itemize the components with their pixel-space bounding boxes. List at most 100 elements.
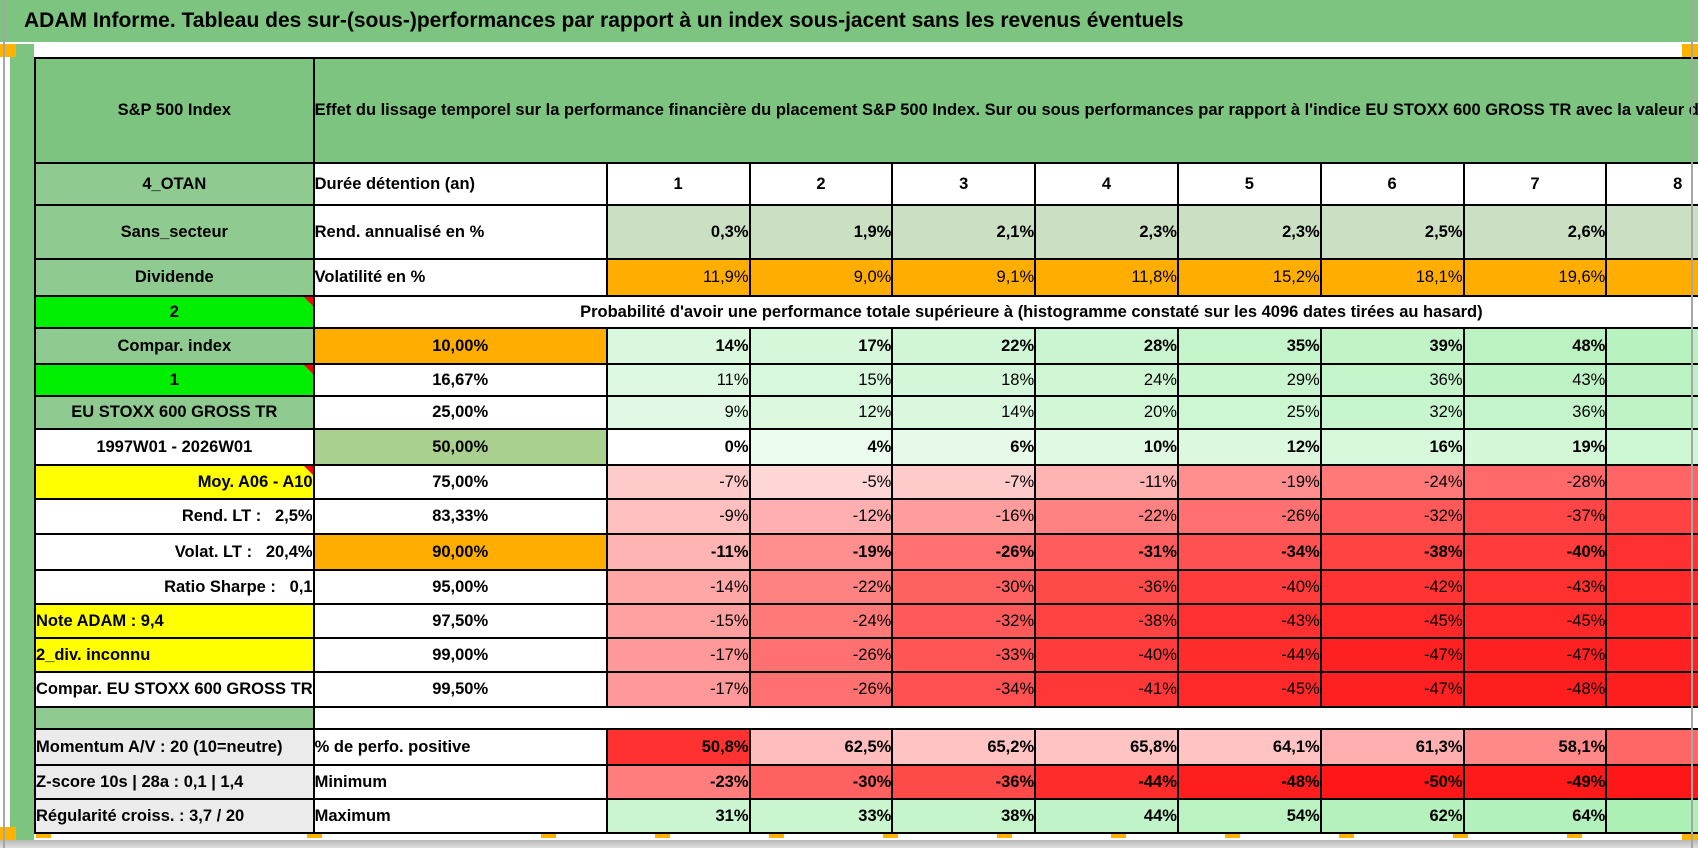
data-cell[interactable]: 32% [1319, 395, 1465, 430]
data-cell[interactable]: 41% [1605, 395, 1698, 430]
data-cell[interactable]: -26% [748, 637, 894, 673]
data-cell[interactable]: 35% [1176, 327, 1322, 365]
data-cell[interactable]: 43% [1462, 363, 1608, 397]
data-cell[interactable]: -50% [1605, 764, 1698, 800]
data-cell[interactable]: -9% [605, 498, 751, 535]
data-cell[interactable]: 62,5% [748, 728, 894, 766]
data-cell[interactable]: -30% [891, 569, 1037, 605]
data-cell[interactable]: -22% [748, 569, 894, 605]
data-cell[interactable]: 9,0% [748, 258, 894, 297]
data-cell[interactable]: 2,3% [1034, 204, 1179, 260]
data-cell[interactable]: -17% [605, 637, 751, 673]
data-cell[interactable]: 54% [1176, 798, 1322, 834]
data-cell[interactable]: -24% [748, 603, 894, 639]
data-cell[interactable]: -26% [891, 533, 1037, 571]
data-cell[interactable]: -29% [1605, 464, 1698, 500]
data-cell[interactable]: -49% [1462, 764, 1608, 800]
data-cell[interactable]: -32% [891, 603, 1037, 639]
data-cell[interactable]: -31% [1034, 533, 1179, 571]
data-cell[interactable]: 31% [605, 798, 751, 834]
data-cell[interactable]: 2 [748, 162, 894, 206]
row-label-cell[interactable]: 4_OTAN [34, 162, 315, 206]
col2-cell[interactable]: Rend. annualisé en % [312, 204, 608, 260]
data-cell[interactable]: -47% [1462, 637, 1608, 673]
data-cell[interactable]: -47% [1319, 637, 1465, 673]
data-cell[interactable]: 0% [605, 428, 751, 466]
row-label-cell[interactable]: EU STOXX 600 GROSS TR [34, 395, 315, 430]
data-cell[interactable]: 10% [1034, 428, 1179, 466]
data-cell[interactable]: -43% [1176, 603, 1322, 639]
data-cell[interactable]: 25% [1605, 428, 1698, 466]
data-cell[interactable]: -19% [1176, 464, 1322, 500]
col2-cell[interactable]: 75,00% [312, 464, 608, 500]
row-label-cell[interactable]: Ratio Sharpe : 0,1 [34, 569, 315, 605]
data-cell[interactable]: 6% [891, 428, 1037, 466]
data-cell[interactable]: -28% [1462, 464, 1608, 500]
description-cell[interactable]: Effet du lissage temporel sur la perform… [312, 57, 1698, 164]
data-cell[interactable]: 16% [1319, 428, 1465, 466]
data-cell[interactable]: 20% [1034, 395, 1179, 430]
data-cell[interactable]: 14% [605, 327, 751, 365]
row-label-cell[interactable]: Dividende [34, 258, 315, 297]
data-cell[interactable]: 4% [748, 428, 894, 466]
data-cell[interactable]: -15% [605, 603, 751, 639]
data-cell[interactable]: 33% [748, 798, 894, 834]
col2-cell[interactable]: Minimum [312, 764, 608, 800]
col2-cell[interactable]: 10,00% [312, 327, 608, 365]
col2-cell[interactable]: 83,33% [312, 498, 608, 535]
col2-cell[interactable]: Maximum [312, 798, 608, 834]
data-cell[interactable]: 6 [1319, 162, 1465, 206]
data-cell[interactable]: -36% [891, 764, 1037, 800]
row-label-cell[interactable]: Volat. LT : 20,4% [34, 533, 315, 571]
data-cell[interactable]: 19% [1462, 428, 1608, 466]
data-cell[interactable]: -30% [748, 764, 894, 800]
data-cell[interactable]: -45% [1319, 603, 1465, 639]
col2-cell[interactable]: 90,00% [312, 533, 608, 571]
data-cell[interactable]: 39% [1319, 327, 1465, 365]
data-cell[interactable]: 65,8% [1034, 728, 1179, 766]
data-cell[interactable]: 2,1% [891, 204, 1037, 260]
data-cell[interactable]: -43% [1462, 569, 1608, 605]
data-cell[interactable]: -5% [748, 464, 894, 500]
data-cell[interactable]: -38% [1605, 498, 1698, 535]
row-label-cell[interactable]: Compar. EU STOXX 600 GROSS TR [34, 671, 315, 708]
col2-cell[interactable]: 25,00% [312, 395, 608, 430]
col2-cell[interactable]: % de perfo. positive [312, 728, 608, 766]
data-cell[interactable]: 2,9% [1605, 204, 1698, 260]
data-cell[interactable]: 5 [1176, 162, 1322, 206]
data-cell[interactable]: 64,1% [1176, 728, 1322, 766]
data-cell[interactable]: 14% [891, 395, 1037, 430]
data-cell[interactable]: -45% [1462, 603, 1608, 639]
data-cell[interactable]: 9,1% [891, 258, 1037, 297]
data-cell[interactable]: -42% [1319, 569, 1465, 605]
row-label-cell[interactable]: Sans_secteur [34, 204, 315, 260]
data-cell[interactable]: -48% [1176, 764, 1322, 800]
data-cell[interactable]: 55,2% [1605, 728, 1698, 766]
asset-name-cell[interactable]: S&P 500 Index [34, 57, 315, 164]
row-label-cell[interactable]: Note ADAM : 9,4 [34, 603, 315, 639]
data-cell[interactable]: 8 [1605, 162, 1698, 206]
data-cell[interactable]: 29% [1176, 363, 1322, 397]
data-cell[interactable]: 19,6% [1462, 258, 1608, 297]
data-cell[interactable]: -43% [1605, 533, 1698, 571]
data-cell[interactable]: 48% [1462, 327, 1608, 365]
col2-cell[interactable]: Durée détention (an) [312, 162, 608, 206]
data-cell[interactable]: -40% [1462, 533, 1608, 571]
data-cell[interactable]: 15% [748, 363, 894, 397]
data-cell[interactable]: 18,1% [1319, 258, 1465, 297]
data-cell[interactable]: -40% [1176, 569, 1322, 605]
data-cell[interactable]: 4 [1034, 162, 1179, 206]
data-cell[interactable]: 0,3% [605, 204, 751, 260]
data-cell[interactable]: -40% [1034, 637, 1179, 673]
col2-cell[interactable]: 99,50% [312, 671, 608, 708]
data-cell[interactable]: -47% [1319, 671, 1465, 708]
data-cell[interactable]: 50,8% [605, 728, 751, 766]
data-cell[interactable]: 2,6% [1462, 204, 1608, 260]
data-cell[interactable]: 64% [1462, 798, 1608, 834]
data-cell[interactable]: -17% [605, 671, 751, 708]
data-cell[interactable]: -26% [748, 671, 894, 708]
data-cell[interactable]: 58,1% [1462, 728, 1608, 766]
data-cell[interactable]: -11% [605, 533, 751, 571]
data-cell[interactable]: 62% [1319, 798, 1465, 834]
data-cell[interactable]: 11,8% [1034, 258, 1179, 297]
